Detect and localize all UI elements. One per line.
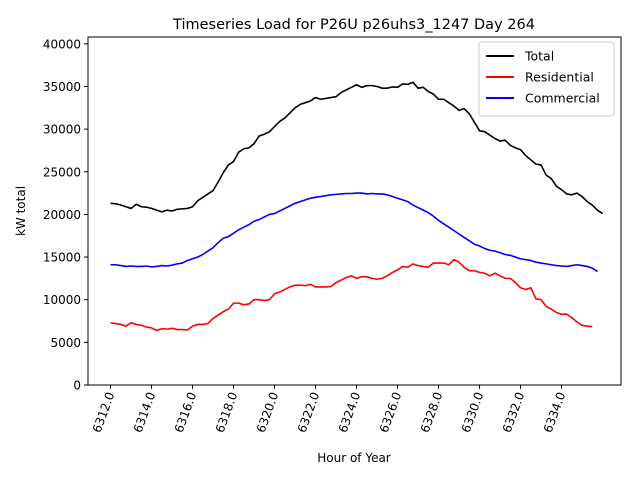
y-axis-label: kW total xyxy=(14,186,28,236)
y-tick-label: 35000 xyxy=(43,80,81,94)
y-tick-label: 10000 xyxy=(43,293,81,307)
series-line-total xyxy=(110,81,603,215)
y-tick-label: 30000 xyxy=(43,123,81,137)
legend-label-total: Total xyxy=(524,49,554,64)
y-tick-label: 40000 xyxy=(43,37,81,51)
y-tick-label: 5000 xyxy=(50,336,81,350)
series-line-residential xyxy=(110,258,593,332)
y-tick-label: 20000 xyxy=(43,208,81,222)
plot-area xyxy=(87,36,622,386)
series-lines xyxy=(110,81,603,332)
y-axis: 0 5000 10000 15000 20000 25000 30000 35000 40000 xyxy=(43,37,88,393)
y-tick-label: 15000 xyxy=(43,251,81,265)
series-line-commercial xyxy=(110,192,598,273)
legend-label-residential: Residential xyxy=(525,70,594,85)
axes-frame xyxy=(87,36,622,386)
legend: Total Residential Commercial xyxy=(478,41,615,117)
x-axis-label: Hour of Year xyxy=(317,451,391,465)
y-tick-label: 25000 xyxy=(43,165,81,179)
chart-title: Timeseries Load for P26U p26uhs3_1247 Da… xyxy=(172,17,535,33)
legend-label-commercial: Commercial xyxy=(525,91,600,106)
y-tick-label: 0 xyxy=(73,379,81,393)
